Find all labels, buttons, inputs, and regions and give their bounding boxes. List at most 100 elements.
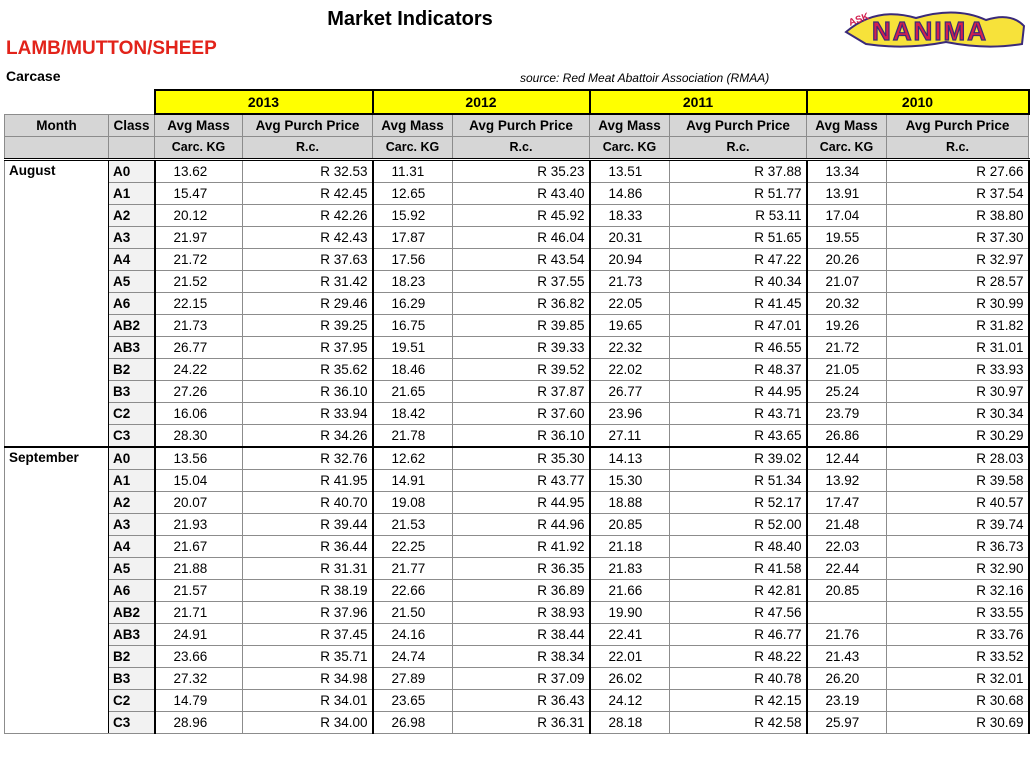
- class-cell: A2: [108, 491, 156, 514]
- avg-mass-cell: 14.86: [589, 182, 670, 205]
- avg-price-cell: R 47.01: [669, 314, 808, 337]
- avg-price-cell: R 32.97: [886, 248, 1030, 271]
- class-cell: A0: [108, 446, 156, 470]
- avg-price-cell: R 37.87: [452, 380, 591, 403]
- avg-mass-cell: 21.72: [806, 336, 887, 359]
- mass-header: Avg Mass: [589, 113, 670, 137]
- table-row: A4 21.72 R 37.63 17.56 R 43.54 20.94 R 47.22 20…: [5, 248, 1030, 271]
- avg-price-cell: R 32.90: [886, 557, 1030, 580]
- mass-unit: Carc. KG: [372, 136, 453, 161]
- avg-mass-cell: 20.12: [154, 204, 243, 227]
- year-header-row: 2013 2012 2011 2010: [5, 89, 1030, 115]
- avg-price-cell: R 52.17: [669, 491, 808, 514]
- table-row: AB2 21.73 R 39.25 16.75 R 39.85 19.65 R 47.01 1…: [5, 314, 1030, 337]
- avg-mass-cell: 23.79: [806, 402, 887, 425]
- table-row: AB2 21.71 R 37.96 21.50 R 38.93 19.90 R 47.56 R…: [5, 601, 1030, 624]
- mass-header: Avg Mass: [154, 113, 243, 137]
- avg-mass-cell: 15.30: [589, 469, 670, 492]
- avg-mass-cell: 12.62: [372, 446, 453, 470]
- mass-unit: Carc. KG: [806, 136, 887, 161]
- avg-mass-cell: 16.29: [372, 292, 453, 315]
- avg-mass-cell: 17.56: [372, 248, 453, 271]
- avg-mass-cell: 16.75: [372, 314, 453, 337]
- avg-mass-cell: 20.94: [589, 248, 670, 271]
- avg-mass-cell: 18.23: [372, 270, 453, 293]
- avg-mass-cell: 13.91: [806, 182, 887, 205]
- avg-price-cell: R 38.93: [452, 601, 591, 624]
- avg-mass-cell: 14.13: [589, 446, 670, 470]
- avg-mass-cell: 16.06: [154, 402, 243, 425]
- avg-price-cell: R 39.74: [886, 513, 1030, 536]
- avg-mass-cell: [806, 601, 887, 624]
- table-row: C2 16.06 R 33.94 18.42 R 37.60 23.96 R 43.71 23…: [5, 402, 1030, 425]
- class-cell: B3: [108, 667, 156, 690]
- avg-mass-cell: 20.85: [589, 513, 670, 536]
- avg-mass-cell: 24.12: [589, 689, 670, 712]
- avg-price-cell: R 30.99: [886, 292, 1030, 315]
- avg-mass-cell: 19.51: [372, 336, 453, 359]
- class-cell: A1: [108, 469, 156, 492]
- avg-price-cell: R 42.81: [669, 579, 808, 602]
- avg-price-cell: R 31.31: [242, 557, 374, 580]
- avg-mass-cell: 14.79: [154, 689, 243, 712]
- class-cell: A6: [108, 292, 156, 315]
- avg-mass-cell: 11.31: [372, 158, 453, 183]
- avg-mass-cell: 15.47: [154, 182, 243, 205]
- class-header: Class: [108, 113, 155, 137]
- avg-mass-cell: 22.01: [589, 645, 670, 668]
- section-label: Carcase: [6, 68, 61, 84]
- avg-price-cell: R 36.10: [452, 424, 591, 448]
- avg-price-cell: R 36.82: [452, 292, 591, 315]
- table-row: A6 21.57 R 38.19 22.66 R 36.89 21.66 R 42.81 20…: [5, 579, 1030, 602]
- avg-price-cell: R 42.26: [242, 204, 374, 227]
- class-cell: A3: [108, 226, 156, 249]
- price-header: Avg Purch Price: [452, 113, 590, 137]
- avg-price-cell: R 41.58: [669, 557, 808, 580]
- avg-price-cell: R 29.46: [242, 292, 374, 315]
- avg-price-cell: R 42.43: [242, 226, 374, 249]
- table-row: September A0 13.56 R 32.76 12.62 R 35.30 14.13…: [4, 446, 1030, 734]
- avg-price-cell: R 37.09: [452, 667, 591, 690]
- avg-mass-cell: 21.97: [154, 226, 243, 249]
- avg-price-cell: R 43.71: [669, 402, 808, 425]
- avg-price-cell: R 43.40: [452, 182, 591, 205]
- avg-mass-cell: 22.25: [372, 535, 453, 558]
- avg-price-cell: R 38.44: [452, 623, 591, 646]
- avg-mass-cell: 22.02: [589, 358, 670, 381]
- avg-mass-cell: 18.46: [372, 358, 453, 381]
- avg-price-cell: R 38.34: [452, 645, 591, 668]
- year-2011: 2011: [588, 89, 808, 115]
- class-cell: C2: [108, 402, 156, 425]
- price-unit: R.c.: [669, 136, 807, 161]
- avg-mass-cell: 24.74: [372, 645, 453, 668]
- avg-price-cell: R 27.66: [886, 158, 1030, 183]
- class-cell: AB2: [108, 314, 156, 337]
- avg-mass-cell: 13.51: [589, 158, 670, 183]
- source-note: source: Red Meat Abattoir Association (R…: [520, 71, 770, 85]
- avg-mass-cell: 20.26: [806, 248, 887, 271]
- avg-price-cell: R 39.25: [242, 314, 374, 337]
- avg-mass-cell: 21.48: [806, 513, 887, 536]
- avg-price-cell: R 31.01: [886, 336, 1030, 359]
- avg-price-cell: R 36.73: [886, 535, 1030, 558]
- avg-price-cell: R 37.88: [669, 158, 808, 183]
- table-row: B2 24.22 R 35.62 18.46 R 39.52 22.02 R 48.37 21…: [5, 358, 1030, 381]
- avg-price-cell: R 35.71: [242, 645, 374, 668]
- year-2013: 2013: [153, 89, 374, 115]
- table-row: A5 21.88 R 31.31 21.77 R 36.35 21.83 R 41.58 22…: [5, 557, 1030, 580]
- price-header: Avg Purch Price: [669, 113, 807, 137]
- avg-price-cell: R 30.29: [886, 424, 1030, 448]
- year-2012: 2012: [371, 89, 591, 115]
- avg-mass-cell: 21.83: [589, 557, 670, 580]
- page-title: Market Indicators: [327, 8, 493, 30]
- avg-mass-cell: 22.41: [589, 623, 670, 646]
- avg-price-cell: R 46.04: [452, 226, 591, 249]
- avg-price-cell: R 44.95: [452, 491, 591, 514]
- avg-price-cell: R 45.92: [452, 204, 591, 227]
- avg-mass-cell: 12.44: [806, 446, 887, 470]
- avg-mass-cell: 22.15: [154, 292, 243, 315]
- avg-price-cell: R 36.31: [452, 711, 591, 734]
- avg-mass-cell: 21.07: [806, 270, 887, 293]
- avg-price-cell: R 39.44: [242, 513, 374, 536]
- avg-mass-cell: 22.44: [806, 557, 887, 580]
